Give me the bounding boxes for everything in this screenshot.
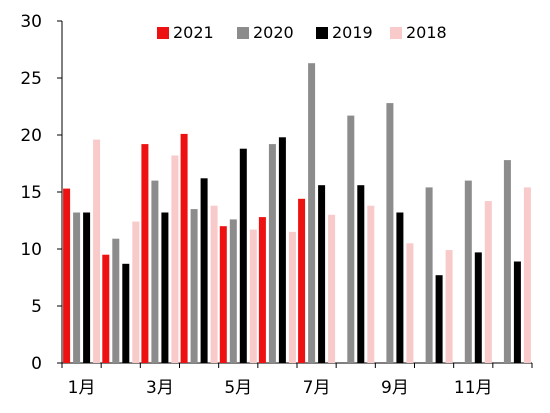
legend-label: 2019 bbox=[332, 23, 373, 42]
bar-2018-11 bbox=[484, 201, 492, 363]
bar-2018-1 bbox=[93, 139, 101, 363]
x-axis: 1月 3月 5月 7月 9月 11月 bbox=[61, 362, 533, 398]
x-tick-label: 3月 bbox=[146, 378, 174, 398]
bar-2018-12 bbox=[523, 187, 531, 363]
bar-2020-10 bbox=[425, 187, 433, 363]
y-tick-label: 25 bbox=[20, 69, 42, 89]
bar-2020-3 bbox=[151, 180, 159, 363]
x-tick-label: 5月 bbox=[224, 378, 252, 398]
bar-2021-1 bbox=[63, 188, 71, 363]
legend-label: 2018 bbox=[406, 23, 447, 42]
bars-layer bbox=[63, 63, 531, 363]
y-tick-label: 15 bbox=[20, 183, 42, 203]
legend-item-2018: 2018 bbox=[390, 23, 447, 42]
bar-2019-6 bbox=[278, 137, 286, 363]
bar-2019-5 bbox=[239, 148, 247, 363]
bar-2019-4 bbox=[200, 178, 208, 363]
bar-2020-6 bbox=[268, 144, 276, 363]
legend-label: 2021 bbox=[173, 23, 214, 42]
legend: 2021 2020 2019 2018 bbox=[157, 23, 447, 42]
legend-swatch bbox=[316, 27, 328, 39]
bar-2019-1 bbox=[83, 212, 91, 363]
bar-2018-4 bbox=[210, 205, 218, 363]
legend-swatch bbox=[157, 27, 169, 39]
bar-2020-7 bbox=[308, 63, 316, 363]
bar-2021-2 bbox=[102, 254, 110, 363]
bar-2018-2 bbox=[132, 221, 140, 363]
y-tick-label: 20 bbox=[20, 126, 42, 146]
bar-2021-4 bbox=[180, 133, 188, 363]
bar-2021-7 bbox=[298, 198, 306, 363]
x-tick-label: 7月 bbox=[303, 378, 331, 398]
y-tick-label: 0 bbox=[31, 354, 42, 374]
bar-2018-3 bbox=[171, 155, 179, 363]
bar-2019-8 bbox=[357, 185, 365, 363]
bar-2019-3 bbox=[161, 212, 169, 363]
x-tick-label: 9月 bbox=[381, 378, 409, 398]
legend-item-2019: 2019 bbox=[316, 23, 373, 42]
legend-item-2021: 2021 bbox=[157, 23, 214, 42]
bar-2018-8 bbox=[367, 205, 375, 363]
bar-2018-10 bbox=[445, 250, 453, 363]
bar-2020-2 bbox=[112, 238, 120, 363]
y-tick-label: 30 bbox=[20, 12, 42, 32]
x-tick-label: 11月 bbox=[454, 378, 493, 398]
y-axis: 0 5 10 15 20 25 30 bbox=[20, 12, 63, 374]
bar-2020-4 bbox=[190, 209, 198, 363]
bar-2021-6 bbox=[258, 217, 266, 363]
bar-2018-6 bbox=[288, 231, 296, 363]
bar-2020-8 bbox=[347, 115, 355, 363]
legend-label: 2020 bbox=[253, 23, 294, 42]
bar-2018-9 bbox=[406, 243, 414, 363]
bar-2021-5 bbox=[219, 226, 227, 363]
legend-swatch bbox=[390, 27, 402, 39]
bar-2020-1 bbox=[73, 212, 81, 363]
bar-2019-11 bbox=[474, 252, 482, 363]
legend-swatch bbox=[237, 27, 249, 39]
bar-2018-5 bbox=[249, 229, 257, 363]
y-tick-label: 5 bbox=[31, 297, 42, 317]
bar-2019-7 bbox=[318, 185, 326, 363]
bar-2019-2 bbox=[122, 263, 130, 363]
bar-2021-3 bbox=[141, 144, 149, 363]
bar-2020-11 bbox=[464, 180, 472, 363]
y-tick-label: 10 bbox=[20, 240, 42, 260]
bar-2020-5 bbox=[229, 219, 237, 363]
bar-2018-7 bbox=[328, 214, 336, 363]
bar-2019-10 bbox=[435, 275, 443, 363]
bar-2020-9 bbox=[386, 103, 394, 363]
bar-2019-9 bbox=[396, 212, 404, 363]
legend-item-2020: 2020 bbox=[237, 23, 294, 42]
x-tick-label: 1月 bbox=[68, 378, 96, 398]
bar-2019-12 bbox=[513, 261, 521, 363]
bar-2020-12 bbox=[503, 160, 511, 363]
